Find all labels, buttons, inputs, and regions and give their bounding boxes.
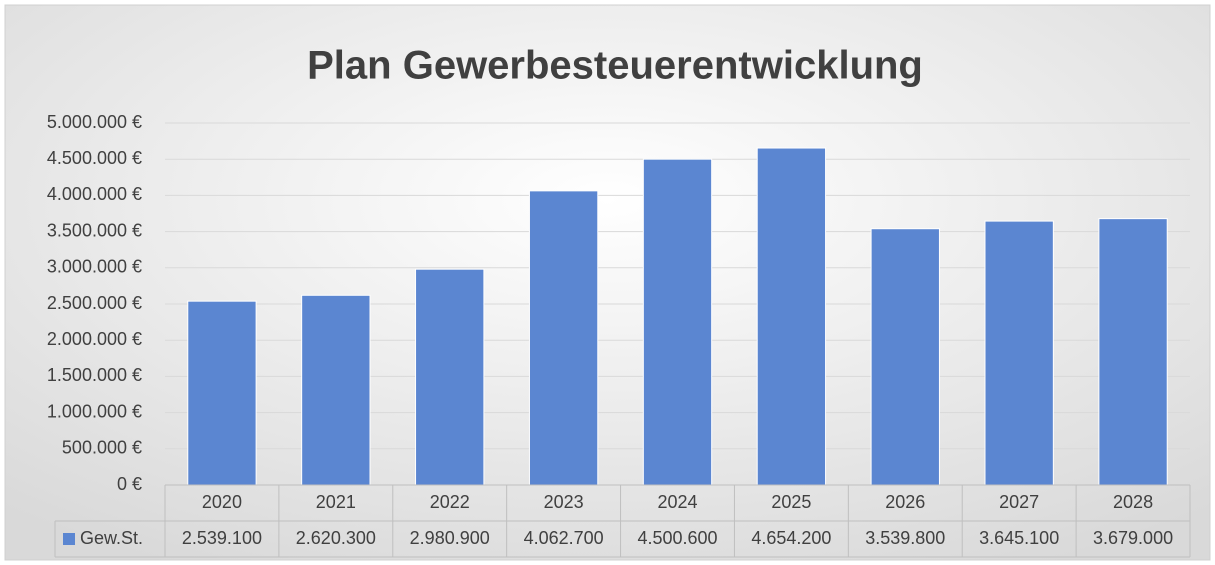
y-tick-label: 4.500.000 €: [47, 148, 142, 168]
data-table-value: 3.679.000: [1093, 528, 1173, 548]
y-tick-label: 5.000.000 €: [47, 112, 142, 132]
bar: [642, 158, 713, 486]
bar: [756, 147, 827, 486]
y-tick-label: 3.000.000 €: [47, 257, 142, 277]
x-tick-label: 2024: [657, 492, 697, 512]
y-tick-label: 1.500.000 €: [47, 365, 142, 385]
data-table-value: 4.062.700: [524, 528, 604, 548]
data-table-value: 3.539.800: [865, 528, 945, 548]
data-table-value: 4.654.200: [751, 528, 831, 548]
y-tick-label: 500.000 €: [62, 438, 142, 458]
legend-label: Gew.St.: [80, 528, 143, 548]
y-tick-label: 3.500.000 €: [47, 220, 142, 240]
x-tick-label: 2022: [430, 492, 470, 512]
data-table-value: 2.620.300: [296, 528, 376, 548]
bar: [187, 300, 257, 486]
data-table-value: 2.980.900: [410, 528, 490, 548]
x-tick-label: 2023: [544, 492, 584, 512]
y-tick-label: 4.000.000 €: [47, 184, 142, 204]
y-tick-label: 2.500.000 €: [47, 293, 142, 313]
bar: [870, 228, 940, 486]
y-tick-label: 0 €: [117, 474, 142, 494]
data-table-value: 3.645.100: [979, 528, 1059, 548]
x-tick-label: 2021: [316, 492, 356, 512]
x-tick-label: 2025: [771, 492, 811, 512]
bar: [528, 190, 599, 486]
x-tick-label: 2027: [999, 492, 1039, 512]
data-table-value: 2.539.100: [182, 528, 262, 548]
chart-title: Plan Gewerbesteuerentwicklung: [307, 44, 923, 88]
bar: [984, 220, 1054, 486]
bar: [301, 294, 371, 486]
x-tick-label: 2028: [1113, 492, 1153, 512]
data-table-value: 4.500.600: [637, 528, 717, 548]
y-tick-label: 2.000.000 €: [47, 329, 142, 349]
y-tick-label: 1.000.000 €: [47, 401, 142, 421]
bar: [415, 268, 485, 486]
x-tick-label: 2020: [202, 492, 242, 512]
x-tick-label: 2026: [885, 492, 925, 512]
legend-key: [63, 533, 75, 545]
bar: [1098, 218, 1168, 486]
